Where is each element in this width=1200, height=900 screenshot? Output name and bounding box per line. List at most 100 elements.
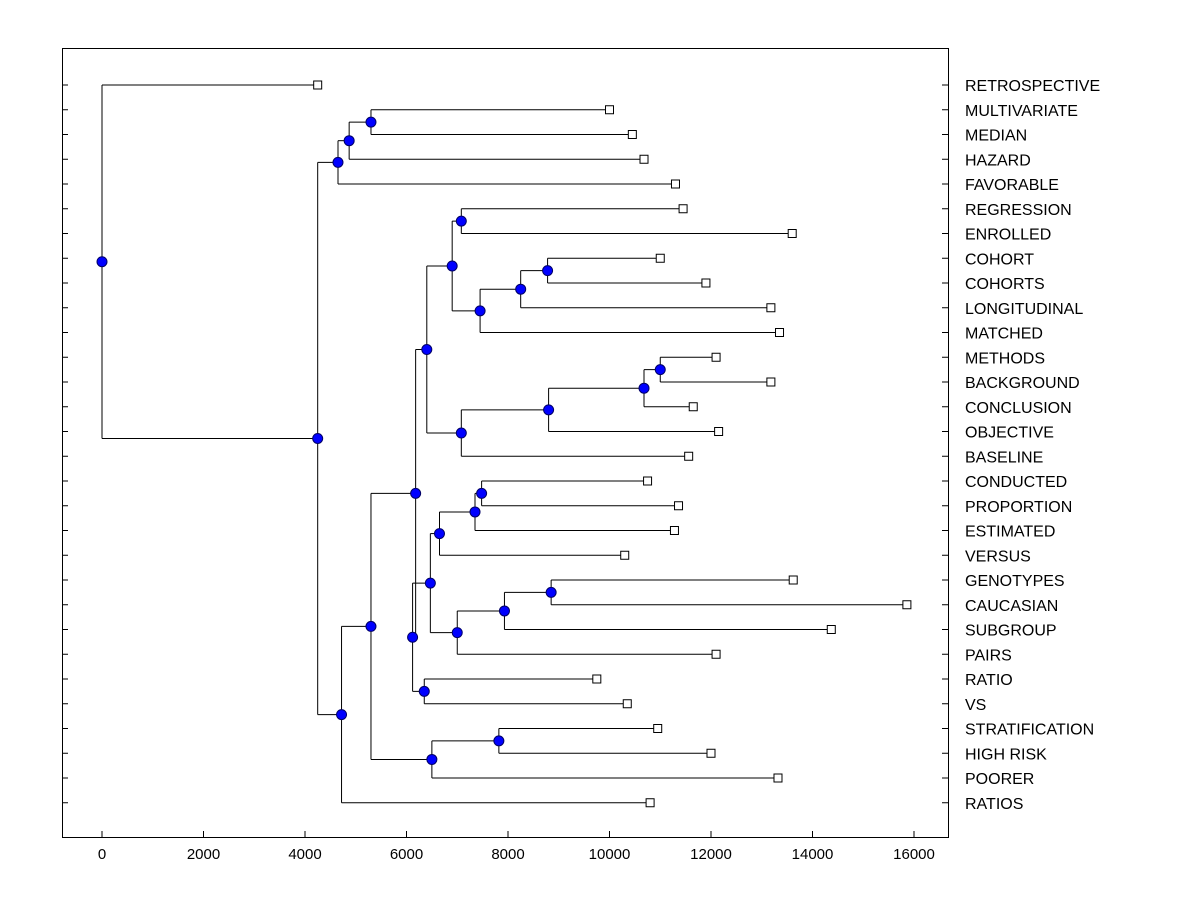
leaf-marker: [775, 328, 785, 337]
leaf-marker: [655, 253, 665, 263]
merge-node-markers: [96, 116, 666, 765]
leaf-marker: [766, 303, 776, 313]
merge-node: [469, 506, 481, 518]
leaf-marker: [643, 476, 653, 486]
leaf-marker: [605, 105, 614, 115]
leaf-label: STRATIFICATION: [965, 722, 1094, 739]
x-tick-label: 0: [98, 846, 106, 863]
leaf-marker: [622, 699, 632, 709]
leaf-label: MATCHED: [965, 326, 1043, 343]
leaf-marker: [787, 229, 797, 238]
x-tick-label: 2000: [187, 846, 220, 863]
merge-node: [474, 305, 486, 317]
x-tick-label: 10000: [589, 846, 631, 863]
leaf-markers: [313, 80, 912, 808]
leaf-label: HAZARD: [965, 152, 1031, 169]
leaf-marker: [592, 674, 602, 684]
leaf-marker: [670, 179, 680, 189]
leaf-label: BACKGROUND: [965, 375, 1080, 392]
merge-node: [654, 364, 666, 376]
leaf-label: OBJECTIVE: [965, 425, 1054, 442]
merge-node: [424, 577, 436, 589]
leaf-label: PAIRS: [965, 647, 1012, 664]
merge-node: [312, 432, 324, 444]
merge-node: [455, 427, 467, 439]
leaf-marker: [684, 451, 694, 461]
leaf-marker: [788, 575, 798, 585]
leaf-label: PROPORTION: [965, 499, 1072, 516]
leaf-label: CONDUCTED: [965, 474, 1067, 491]
merge-node: [515, 283, 527, 295]
merge-node: [545, 586, 557, 598]
merge-node: [365, 620, 377, 632]
leaf-marker: [639, 154, 649, 164]
plot-frame: [62, 48, 949, 838]
merge-node: [336, 709, 348, 721]
leaf-label: ESTIMATED: [965, 524, 1055, 541]
merge-node: [446, 260, 458, 272]
leaf-label: MULTIVARIATE: [965, 103, 1078, 120]
leaf-label: RETROSPECTIVE: [965, 78, 1100, 95]
leaf-label: METHODS: [965, 350, 1045, 367]
x-tick-label: 12000: [690, 846, 732, 863]
leaf-marker: [701, 278, 711, 288]
leaf-marker: [711, 649, 721, 659]
leaf-label: COHORTS: [965, 276, 1045, 293]
leaf-label: GENOTYPES: [965, 573, 1065, 590]
y-axis-leaf-labels: RETROSPECTIVE MULTIVARIATE MEDIAN HAZARD FAV…: [62, 78, 1100, 813]
leaf-label: RATIOS: [965, 796, 1023, 813]
leaf-label: RATIO: [965, 672, 1013, 689]
leaf-label: COHORT: [965, 251, 1034, 268]
leaf-label: VS: [965, 697, 986, 714]
merge-node: [498, 605, 510, 617]
merge-node: [426, 753, 438, 765]
merge-node: [542, 265, 554, 277]
x-tick-label: 6000: [390, 846, 423, 863]
leaf-marker: [653, 724, 663, 733]
dendrogram-links: [101, 84, 907, 804]
merge-node: [543, 404, 555, 416]
merge-node: [96, 256, 108, 268]
leaf-marker: [714, 427, 724, 436]
leaf-label: LONGITUDINAL: [965, 301, 1083, 318]
merge-node: [407, 631, 419, 643]
leaf-label: MEDIAN: [965, 128, 1027, 145]
leaf-label: POORER: [965, 771, 1034, 788]
leaf-label: CONCLUSION: [965, 400, 1072, 417]
leaf-marker: [766, 377, 776, 387]
leaf-label: REGRESSION: [965, 202, 1072, 219]
merge-node: [493, 735, 505, 747]
merge-node: [343, 135, 355, 147]
merge-node: [332, 156, 344, 168]
leaf-marker: [627, 130, 637, 139]
leaf-marker: [669, 526, 679, 535]
leaf-label: BASELINE: [965, 449, 1043, 466]
merge-node: [476, 487, 488, 499]
leaf-marker: [706, 748, 716, 758]
leaf-marker: [645, 798, 655, 808]
x-tick-label: 16000: [893, 846, 935, 863]
merge-node: [421, 344, 433, 356]
leaf-label: SUBGROUP: [965, 623, 1057, 640]
x-axis: 0 2000 4000 6000 8000 10000 12000 14000 16000: [98, 831, 935, 863]
merge-node: [365, 116, 377, 128]
merge-node: [455, 215, 467, 227]
leaf-label: HIGH RISK: [965, 746, 1047, 763]
merge-node: [433, 528, 445, 540]
x-tick-label: 14000: [792, 846, 834, 863]
merge-node: [451, 627, 463, 639]
leaf-marker: [826, 625, 836, 634]
leaf-marker: [313, 80, 323, 90]
leaf-label: FAVORABLE: [965, 177, 1059, 194]
leaf-label: ENROLLED: [965, 227, 1051, 244]
merge-node: [410, 487, 422, 499]
leaf-marker: [902, 600, 912, 610]
leaf-marker: [688, 402, 698, 412]
x-tick-label: 4000: [288, 846, 321, 863]
merge-node: [418, 685, 430, 697]
leaf-label: CAUCASIAN: [965, 598, 1058, 615]
leaf-marker: [674, 501, 684, 511]
leaf-label: VERSUS: [965, 548, 1031, 565]
x-tick-label: 8000: [491, 846, 524, 863]
